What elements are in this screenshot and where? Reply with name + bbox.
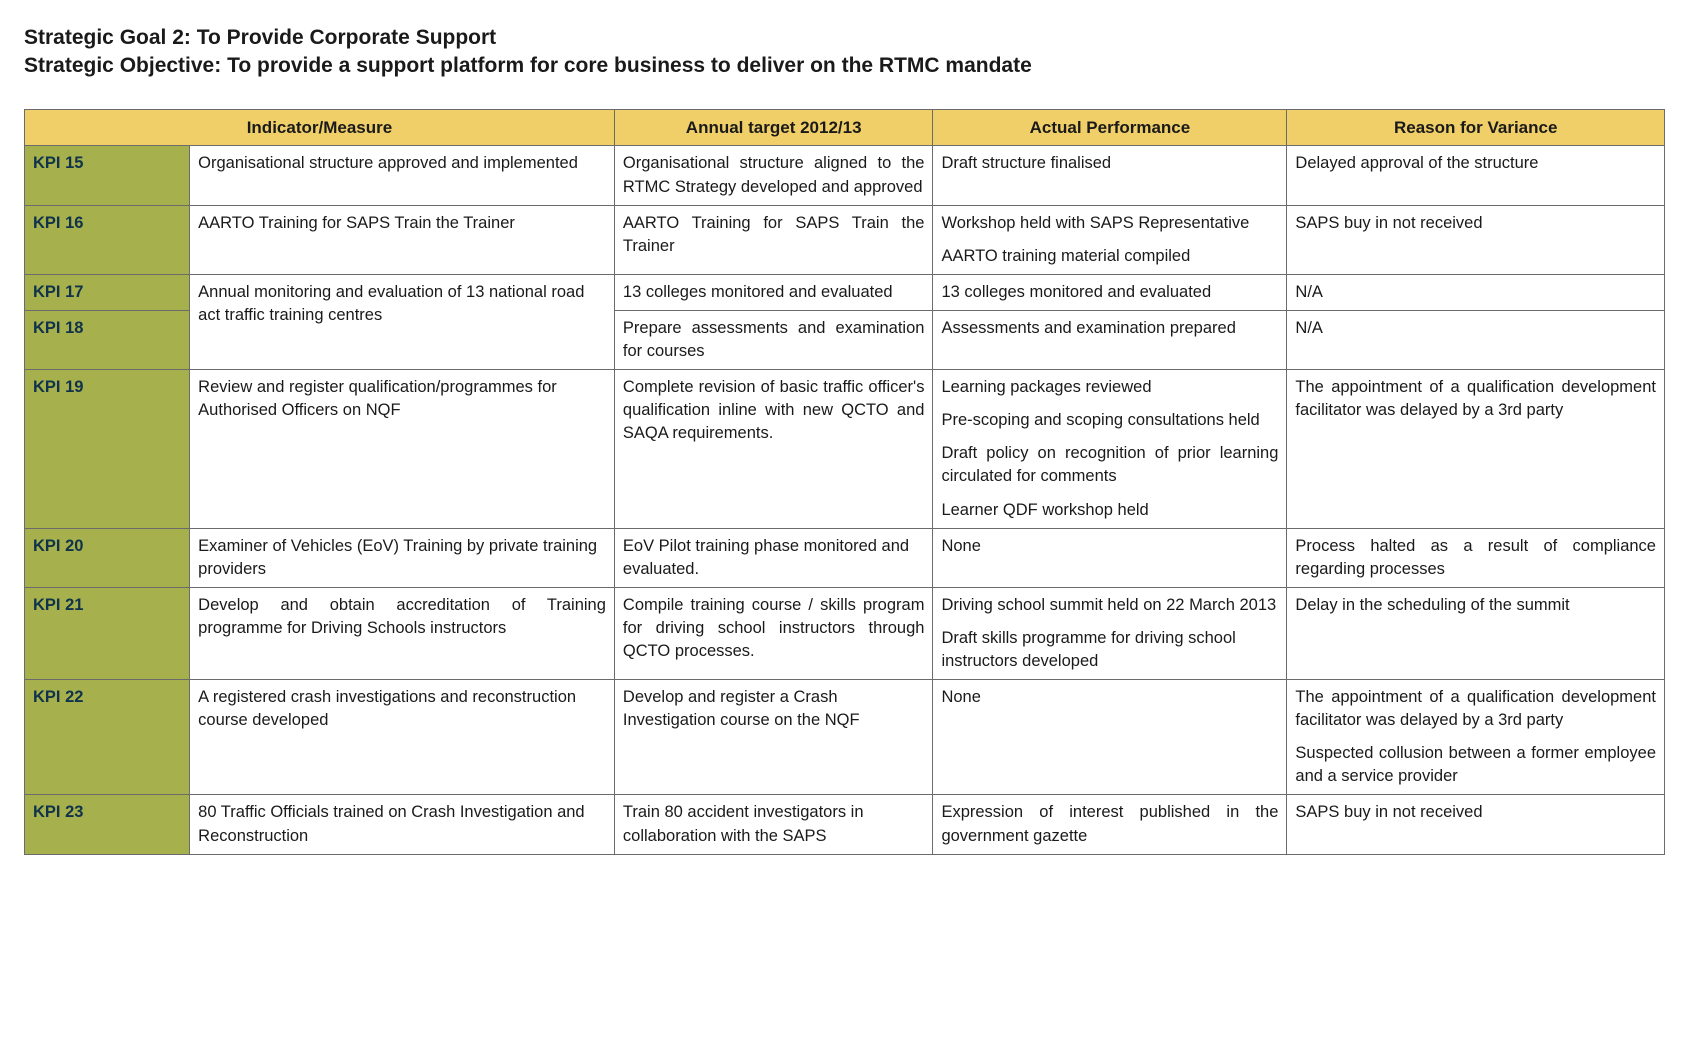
- variance-cell: N/A: [1287, 310, 1665, 369]
- kpi-id-cell: KPI 16: [25, 205, 190, 274]
- actual-cell: None: [933, 680, 1287, 795]
- variance-item: The appointment of a qualification devel…: [1295, 376, 1656, 422]
- variance-item: Suspected collusion between a former emp…: [1295, 742, 1656, 788]
- actual-cell: Workshop held with SAPS Representative AA…: [933, 205, 1287, 274]
- kpi-id-cell: KPI 23: [25, 795, 190, 854]
- actual-cell: None: [933, 528, 1287, 587]
- variance-cell: SAPS buy in not received: [1287, 205, 1665, 274]
- table-row: KPI 22A registered crash investigations …: [25, 680, 1665, 795]
- table-row: KPI 21Develop and obtain accreditation o…: [25, 587, 1665, 679]
- actual-item: Draft structure finalised: [941, 152, 1278, 175]
- variance-item: SAPS buy in not received: [1295, 212, 1656, 235]
- actual-cell: Draft structure finalised: [933, 146, 1287, 205]
- variance-item: Process halted as a result of compliance…: [1295, 535, 1656, 581]
- indicator-cell: A registered crash investigations and re…: [190, 680, 615, 795]
- table-row: KPI 16AARTO Training for SAPS Train the …: [25, 205, 1665, 274]
- col-header-indicator: Indicator/Measure: [25, 109, 615, 146]
- indicator-cell: Review and register qualification/progra…: [190, 370, 615, 528]
- table-row: KPI 2380 Traffic Officials trained on Cr…: [25, 795, 1665, 854]
- indicator-cell: Organisational structure approved and im…: [190, 146, 615, 205]
- indicator-cell: Examiner of Vehicles (EoV) Training by p…: [190, 528, 615, 587]
- variance-item: N/A: [1295, 281, 1656, 304]
- indicator-cell: 80 Traffic Officials trained on Crash In…: [190, 795, 615, 854]
- kpi-id-cell: KPI 20: [25, 528, 190, 587]
- kpi-id-cell: KPI 21: [25, 587, 190, 679]
- variance-item: Delay in the scheduling of the summit: [1295, 594, 1656, 617]
- kpi-id-cell: KPI 18: [25, 310, 190, 369]
- actual-item: 13 colleges monitored and evaluated: [941, 281, 1278, 304]
- actual-item: Expression of interest published in the …: [941, 801, 1278, 847]
- variance-cell: Delayed approval of the structure: [1287, 146, 1665, 205]
- variance-item: The appointment of a qualification devel…: [1295, 686, 1656, 732]
- target-cell: EoV Pilot training phase monitored and e…: [614, 528, 933, 587]
- variance-item: N/A: [1295, 317, 1656, 340]
- actual-cell: Learning packages reviewed Pre-scoping an…: [933, 370, 1287, 528]
- actual-cell: 13 colleges monitored and evaluated: [933, 274, 1287, 310]
- actual-item: Draft policy on recognition of prior lea…: [941, 442, 1278, 488]
- target-cell: Organisational structure aligned to the …: [614, 146, 933, 205]
- actual-item: None: [941, 686, 1278, 709]
- kpi-id-cell: KPI 22: [25, 680, 190, 795]
- variance-cell: SAPS buy in not received: [1287, 795, 1665, 854]
- indicator-cell: Develop and obtain accreditation of Trai…: [190, 587, 615, 679]
- target-cell: 13 colleges monitored and evaluated: [614, 274, 933, 310]
- actual-item: Learner QDF workshop held: [941, 499, 1278, 522]
- kpi-id-cell: KPI 19: [25, 370, 190, 528]
- table-row: KPI 19Review and register qualification/…: [25, 370, 1665, 528]
- table-row: KPI 15Organisational structure approved …: [25, 146, 1665, 205]
- actual-cell: Expression of interest published in the …: [933, 795, 1287, 854]
- variance-cell: N/A: [1287, 274, 1665, 310]
- table-header-row: Indicator/Measure Annual target 2012/13 …: [25, 109, 1665, 146]
- actual-item: Workshop held with SAPS Representative: [941, 212, 1278, 235]
- actual-cell: Driving school summit held on 22 March 2…: [933, 587, 1287, 679]
- actual-cell: Assessments and examination prepared: [933, 310, 1287, 369]
- kpi-table-wrap: Indicator/Measure Annual target 2012/13 …: [24, 109, 1665, 855]
- table-row: KPI 17Annual monitoring and evaluation o…: [25, 274, 1665, 310]
- target-cell: Develop and register a Crash Investigati…: [614, 680, 933, 795]
- actual-item: None: [941, 535, 1278, 558]
- actual-item: Pre-scoping and scoping consultations he…: [941, 409, 1278, 432]
- col-header-target: Annual target 2012/13: [614, 109, 933, 146]
- col-header-variance: Reason for Variance: [1287, 109, 1665, 146]
- table-row: KPI 20Examiner of Vehicles (EoV) Trainin…: [25, 528, 1665, 587]
- variance-item: Delayed approval of the structure: [1295, 152, 1656, 175]
- target-cell: Prepare assessments and examination for …: [614, 310, 933, 369]
- kpi-id-cell: KPI 15: [25, 146, 190, 205]
- actual-item: Assessments and examination prepared: [941, 317, 1278, 340]
- target-cell: Compile training course / skills program…: [614, 587, 933, 679]
- strategic-objective-heading: Strategic Objective: To provide a suppor…: [24, 52, 1665, 80]
- target-cell: Complete revision of basic traffic offic…: [614, 370, 933, 528]
- variance-cell: The appointment of a qualification devel…: [1287, 370, 1665, 528]
- target-cell: AARTO Training for SAPS Train the Traine…: [614, 205, 933, 274]
- target-cell: Train 80 accident investigators in colla…: [614, 795, 933, 854]
- variance-item: SAPS buy in not received: [1295, 801, 1656, 824]
- indicator-cell: AARTO Training for SAPS Train the Traine…: [190, 205, 615, 274]
- indicator-cell: Annual monitoring and evaluation of 13 n…: [190, 274, 615, 369]
- kpi-id-cell: KPI 17: [25, 274, 190, 310]
- col-header-actual: Actual Performance: [933, 109, 1287, 146]
- kpi-table: Indicator/Measure Annual target 2012/13 …: [24, 109, 1665, 855]
- variance-cell: Process halted as a result of compliance…: [1287, 528, 1665, 587]
- variance-cell: Delay in the scheduling of the summit: [1287, 587, 1665, 679]
- actual-item: Driving school summit held on 22 March 2…: [941, 594, 1278, 617]
- actual-item: Draft skills programme for driving schoo…: [941, 627, 1278, 673]
- actual-item: AARTO training material compiled: [941, 245, 1278, 268]
- strategic-goal-heading: Strategic Goal 2: To Provide Corporate S…: [24, 24, 1665, 52]
- actual-item: Learning packages reviewed: [941, 376, 1278, 399]
- variance-cell: The appointment of a qualification devel…: [1287, 680, 1665, 795]
